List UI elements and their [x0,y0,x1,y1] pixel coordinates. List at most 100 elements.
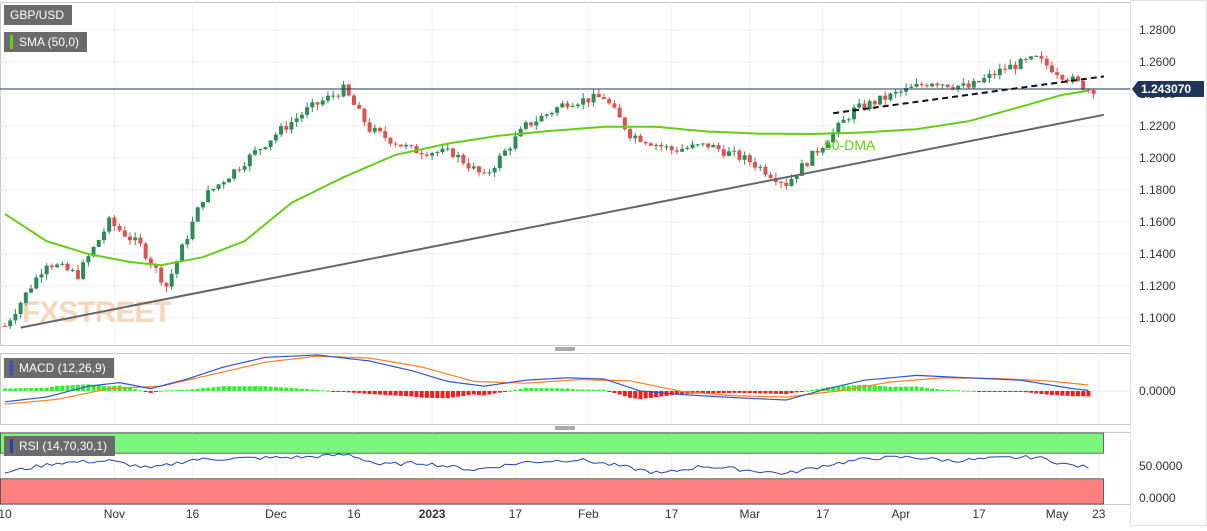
candle-body [1091,90,1096,94]
time-tick-label: Feb [578,507,599,521]
macd-histogram-bar [1013,391,1018,392]
candle-body [60,263,65,265]
macd-histogram-bar [596,389,601,391]
candle-body [992,73,997,76]
macd-histogram-bar [195,388,200,391]
macd-histogram-bar [961,390,966,392]
candle-body [560,103,565,108]
macd-tag[interactable]: MACD (12,26,9) [4,358,114,378]
macd-histogram-bar [950,390,955,392]
macd-histogram-bar [180,389,185,391]
candle-body [976,80,981,83]
price-tick-label: 1.1200 [1139,279,1176,293]
macd-histogram-bar [643,391,648,399]
macd-histogram-bar [1065,391,1070,396]
macd-histogram-bar [450,391,455,398]
candle-body [315,102,320,105]
macd-histogram-bar [346,391,351,393]
candle-body [893,92,898,94]
candle-body [945,84,950,88]
candle-body [810,150,815,166]
macd-histogram-bar [539,388,544,391]
candle-body [1055,72,1060,76]
candle-body [351,95,356,105]
macd-histogram-bar [320,390,325,392]
macd-histogram-bar [445,391,450,399]
macd-histogram-bar [956,390,961,392]
candle-body [638,135,643,142]
macd-histogram-bar [148,391,153,393]
macd-histogram-bar [987,391,992,392]
macd-histogram-bar [357,391,362,394]
macd-histogram-bar [414,391,419,398]
macd-histogram-bar [44,387,49,391]
macd-histogram-bar [128,387,133,391]
macd-signal-line [4,355,1089,405]
candle-body [1049,65,1054,73]
candle-body [643,141,648,144]
candle-body [997,68,1002,76]
macd-histogram-bar [289,388,294,391]
candle-body [148,258,153,265]
candle-body [956,85,961,89]
candle-body [81,262,86,279]
macd-histogram-bar [378,391,383,395]
time-tick-label: 23 [1092,507,1106,521]
candle-body [935,83,940,86]
candle-body [716,145,721,150]
candle-body [654,144,659,146]
candle-body [1039,55,1044,59]
macd-histogram-bar [221,386,226,391]
macd-histogram-bar [461,391,466,396]
rsi-tag[interactable]: RSI (14,70,30,1) [4,436,116,456]
candle-body [862,103,867,110]
candle-body [279,126,284,135]
candle-body [888,93,893,100]
macd-histogram-bar [96,385,101,391]
macd-histogram-bar [924,387,929,391]
macd-histogram-bar [909,386,914,391]
candle-body [1008,64,1013,70]
macd-histogram-bar [435,391,440,398]
candle-body [674,150,679,152]
macd-histogram-bar [29,388,34,391]
macd-histogram-bar [935,389,940,391]
rising-support-trendline [20,113,1105,329]
macd-histogram-bar [404,391,409,397]
macd-histogram-bar [1086,391,1091,397]
macd-histogram-bar [758,391,763,394]
symbol-tag[interactable]: GBP/USD [4,5,73,25]
macd-histogram-bar [846,385,851,391]
macd-histogram-bar [1070,391,1075,397]
candle-body [122,230,127,237]
macd-histogram-bar [945,389,950,391]
candle-body [128,236,133,241]
macd-histogram-bar [305,389,310,391]
candle-body [383,131,388,138]
time-tick-label: 16 [186,507,200,521]
macd-histogram-bar [503,391,508,392]
candle-body [273,134,278,141]
macd-histogram-bar [216,386,221,391]
macd-histogram-bar [716,391,721,394]
macd-histogram-bar [372,391,377,395]
macd-label: MACD (12,26,9) [19,361,106,375]
candle-body [737,150,742,160]
macd-histogram-bar [810,389,815,391]
time-tick-label: 17 [665,507,679,521]
candle-body [294,118,299,123]
macd-histogram-bar [60,385,65,391]
candle-body [591,93,596,103]
candle-body [143,243,148,259]
macd-histogram-bar [471,391,476,395]
macd-histogram-bar [523,388,528,391]
sma-tag[interactable]: SMA (50,0) [4,32,88,52]
candle-body [49,265,54,268]
macd-histogram-bar [831,386,836,391]
macd-histogram-bar [336,391,341,392]
candle-body [325,95,330,101]
macd-histogram-bar [133,389,138,391]
candle-body [65,263,70,271]
candle-body [216,184,221,189]
candle-body [680,149,685,152]
